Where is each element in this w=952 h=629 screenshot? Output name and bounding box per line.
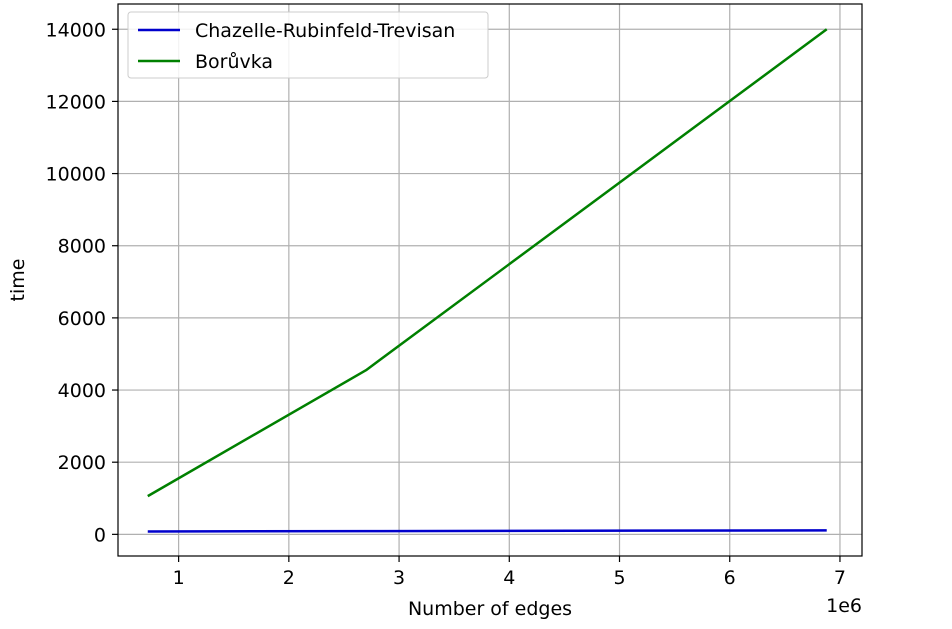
- plot-frame: [117, 3, 863, 557]
- y-tick-label: 0: [94, 524, 106, 546]
- legend-label-chazelle-rubinfeld-trevisan: Chazelle-Rubinfeld-Trevisan: [195, 20, 455, 42]
- y-tick-label: 6000: [58, 308, 106, 330]
- grid-lines: [118, 4, 862, 556]
- series-layer: [147, 28, 828, 533]
- x-axis-offset-label: 1e6: [826, 595, 862, 617]
- y-tick-label: 14000: [46, 19, 106, 41]
- x-tick-label: 3: [393, 567, 405, 589]
- y-tick-label: 10000: [46, 164, 106, 186]
- legend-label-boruvka: Borůvka: [195, 51, 273, 73]
- legend-box: [127, 11, 489, 79]
- x-tick-label: 1: [173, 567, 185, 589]
- legend: Chazelle-Rubinfeld-Trevisan Borůvka: [127, 11, 489, 79]
- y-tick-label: 12000: [46, 91, 106, 113]
- x-tick-label: 6: [724, 567, 736, 589]
- y-tick-label: 4000: [58, 380, 106, 402]
- series-line-boruvka: [147, 28, 828, 498]
- y-axis-label: time: [7, 259, 29, 302]
- x-tick-label: 2: [283, 567, 295, 589]
- x-tick-label: 4: [503, 567, 515, 589]
- y-tick-label: 2000: [58, 452, 106, 474]
- series-line-chazelle-rubinfeld-trevisan: [147, 529, 827, 533]
- y-axis-ticks: 0 2000 4000 6000 8000 10000 12000 14000: [46, 19, 118, 546]
- x-axis-ticks: 1 2 3 4 5 6 7: [173, 556, 846, 589]
- y-tick-label: 8000: [58, 236, 106, 258]
- x-tick-label: 7: [834, 567, 846, 589]
- x-axis-label: Number of edges: [408, 598, 572, 620]
- x-tick-label: 5: [613, 567, 625, 589]
